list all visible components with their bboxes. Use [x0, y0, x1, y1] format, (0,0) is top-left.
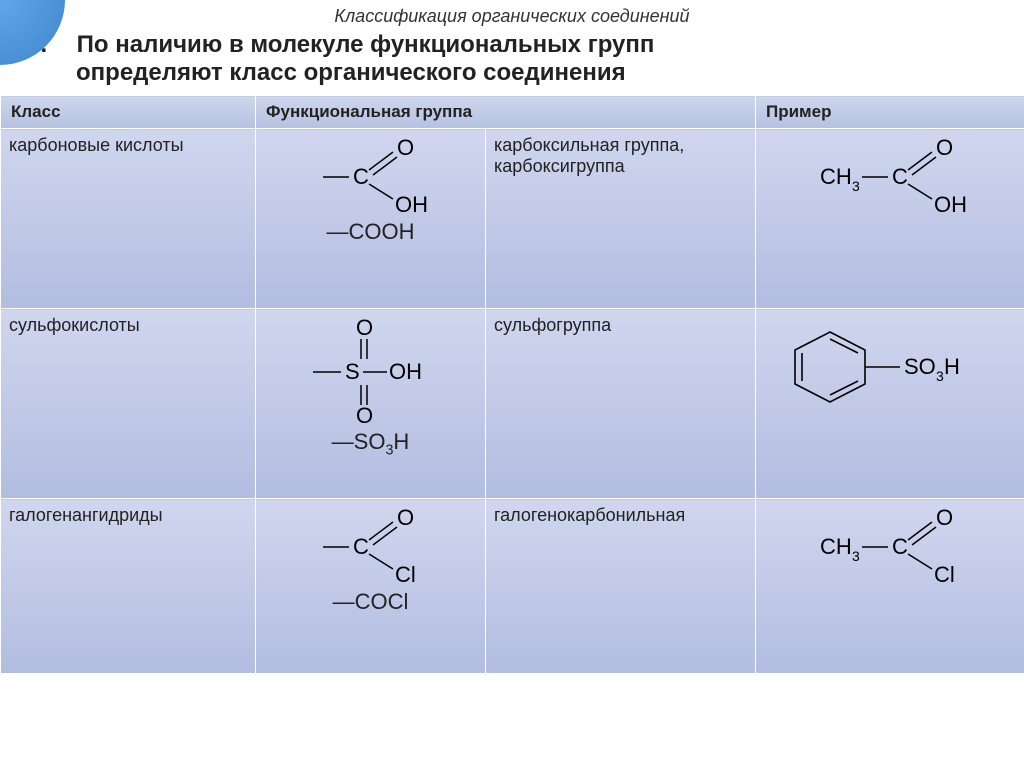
- class-name-text: сульфокислоты: [9, 315, 140, 335]
- cell-fg-structure: O S OH O —SO3H: [256, 309, 486, 499]
- table-row: сульфокислоты O S OH: [1, 309, 1024, 499]
- sulfo-linear-formula: —SO3H: [264, 429, 477, 459]
- cell-fg-structure: C O OH —COOH: [256, 129, 486, 309]
- carboxyl-linear-formula: —COOH: [264, 219, 477, 244]
- fg-name-text: галогенокарбонильная: [494, 505, 685, 525]
- svg-text:O: O: [356, 403, 373, 427]
- acetic-acid-structure-icon: CH3 C O OH: [800, 137, 980, 217]
- cell-example: SO 3 H: [756, 309, 1024, 499]
- svg-text:S: S: [345, 359, 360, 384]
- sulfo-structure-icon: O S OH O: [301, 317, 441, 427]
- classification-table: Класс Функциональная группа Пример карбо…: [0, 95, 1024, 674]
- svg-text:3: 3: [936, 368, 944, 384]
- svg-text:Cl: Cl: [934, 562, 955, 587]
- svg-text:O: O: [356, 317, 373, 340]
- subtitle-line1: По наличию в молекуле функциональных гру…: [77, 31, 655, 58]
- class-name-text: галогенангидриды: [9, 505, 163, 525]
- cell-example: CH3 C O Cl: [756, 499, 1024, 674]
- svg-text:O: O: [936, 507, 953, 530]
- acetylchloride-structure-icon: CH3 C O Cl: [800, 507, 980, 587]
- slide-subtitle: IV. По наличию в молекуле функциональных…: [0, 27, 1024, 95]
- svg-text:H: H: [944, 354, 960, 379]
- table-row: галогенангидриды C O Cl: [1, 499, 1024, 674]
- acylhalide-structure-icon: C O Cl: [311, 507, 431, 587]
- table-header-row: Класс Функциональная группа Пример: [1, 96, 1024, 129]
- svg-text:SO: SO: [904, 354, 936, 379]
- class-name-text: карбоновые кислоты: [9, 135, 184, 155]
- svg-text:C: C: [353, 534, 369, 559]
- cell-class: сульфокислоты: [1, 309, 256, 499]
- cell-fg-name: галогенокарбонильная: [486, 499, 756, 674]
- svg-text:Cl: Cl: [395, 562, 416, 587]
- svg-text:OH: OH: [934, 192, 967, 217]
- svg-text:3: 3: [852, 178, 860, 194]
- svg-text:CH: CH: [820, 534, 852, 559]
- svg-text:OH: OH: [389, 359, 422, 384]
- svg-text:C: C: [892, 534, 908, 559]
- table-row: карбоновые кислоты C O OH: [1, 129, 1024, 309]
- slide-title: Классификация органических соединений: [0, 0, 1024, 27]
- cell-class: карбоновые кислоты: [1, 129, 256, 309]
- corner-decoration: [0, 0, 65, 65]
- svg-text:O: O: [397, 507, 414, 530]
- benzenesulfonic-structure-icon: SO 3 H: [780, 317, 1000, 417]
- header-class: Класс: [1, 96, 256, 129]
- svg-text:O: O: [397, 137, 414, 160]
- cell-fg-structure: C O Cl —COCl: [256, 499, 486, 674]
- cell-class: галогенангидриды: [1, 499, 256, 674]
- svg-text:C: C: [892, 164, 908, 189]
- svg-text:3: 3: [852, 548, 860, 564]
- svg-text:O: O: [936, 137, 953, 160]
- cell-fg-name: сульфогруппа: [486, 309, 756, 499]
- carboxyl-structure-icon: C O OH: [311, 137, 431, 217]
- fg-name-text: карбоксильная группа, карбоксигруппа: [494, 135, 684, 176]
- cell-fg-name: карбоксильная группа, карбоксигруппа: [486, 129, 756, 309]
- header-functional-group: Функциональная группа: [256, 96, 756, 129]
- subtitle-line2: определяют класс органического соединени…: [20, 59, 1004, 87]
- fg-name-text: сульфогруппа: [494, 315, 611, 335]
- acylhalide-linear-formula: —COCl: [264, 589, 477, 614]
- cell-example: CH3 C O OH: [756, 129, 1024, 309]
- svg-text:CH: CH: [820, 164, 852, 189]
- header-example: Пример: [756, 96, 1024, 129]
- svg-text:OH: OH: [395, 192, 428, 217]
- svg-text:C: C: [353, 164, 369, 189]
